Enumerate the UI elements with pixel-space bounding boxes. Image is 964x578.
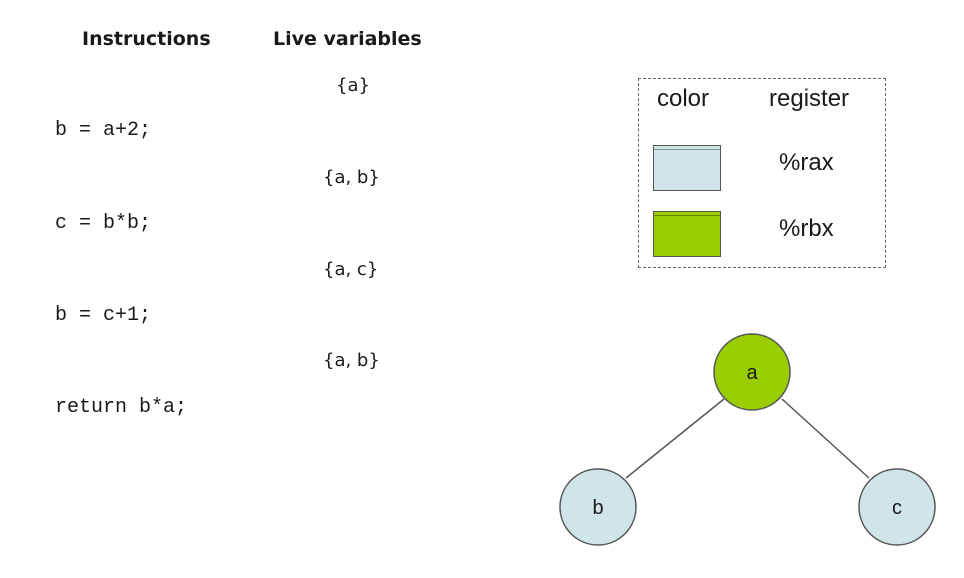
node-c-label: c bbox=[892, 497, 902, 519]
instruction-line-3: return b*a; bbox=[55, 396, 188, 419]
node-a-circle bbox=[713, 333, 791, 411]
instruction-line-1: c = b*b; bbox=[55, 212, 152, 235]
edge-a-c bbox=[781, 398, 870, 479]
edge-a-b bbox=[625, 398, 725, 479]
node-b: b bbox=[559, 468, 637, 546]
node-c-circle bbox=[858, 468, 936, 546]
legend-swatch-rbx bbox=[653, 211, 721, 257]
live-set-1: {a, b} bbox=[323, 167, 380, 188]
live-set-3: {a, b} bbox=[323, 350, 380, 371]
legend-register-header: register bbox=[769, 85, 850, 112]
live-set-0: {a} bbox=[336, 75, 370, 96]
node-b-label: b bbox=[592, 497, 603, 519]
node-c: c bbox=[858, 468, 936, 546]
node-a: a bbox=[713, 333, 791, 411]
instruction-line-2: b = c+1; bbox=[55, 304, 152, 327]
register-legend: color register %rax %rbx bbox=[638, 78, 886, 268]
live-variables-header: Live variables bbox=[273, 28, 422, 50]
legend-swatch-rax bbox=[653, 145, 721, 191]
legend-register-rbx: %rbx bbox=[779, 215, 834, 242]
legend-color-header: color bbox=[657, 85, 710, 112]
node-b-circle bbox=[559, 468, 637, 546]
instructions-header: Instructions bbox=[82, 28, 211, 50]
live-set-2: {a, c} bbox=[323, 259, 379, 280]
node-a-label: a bbox=[746, 362, 758, 384]
legend-register-rax: %rax bbox=[779, 149, 834, 176]
instruction-line-0: b = a+2; bbox=[55, 119, 152, 142]
